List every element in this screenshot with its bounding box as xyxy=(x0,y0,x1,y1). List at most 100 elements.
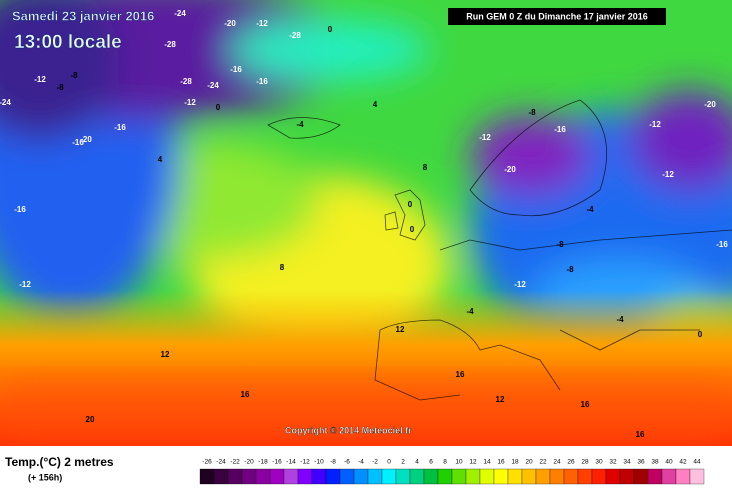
map-label: -20 xyxy=(80,135,92,144)
scale-swatch xyxy=(675,468,691,485)
map-label: -16 xyxy=(72,138,84,147)
scale-swatch xyxy=(661,468,677,485)
map-label: -8 xyxy=(56,83,64,92)
map-label: -20 xyxy=(504,165,516,174)
scale-swatch xyxy=(241,468,257,485)
scale-swatch xyxy=(563,468,579,485)
scale-swatch xyxy=(689,468,705,485)
scale-swatch xyxy=(437,468,453,485)
run-info: Run GEM 0 Z du Dimanche 17 janvier 2016 xyxy=(466,11,648,21)
scale-swatch xyxy=(619,468,635,485)
map-label: 16 xyxy=(241,390,250,399)
time-title: 13:00 locale xyxy=(14,32,122,53)
scale-tick-label: 20 xyxy=(525,459,533,466)
scale-swatch xyxy=(507,468,523,485)
map-label: -8 xyxy=(70,71,78,80)
scale-swatch xyxy=(465,468,481,485)
scale-swatch xyxy=(591,468,607,485)
map-label: -12 xyxy=(184,98,196,107)
scale-tick-label: 32 xyxy=(609,459,617,466)
scale-tick-label: 42 xyxy=(679,459,687,466)
scale-tick-label: 44 xyxy=(693,459,701,466)
scale-tick-label: 2 xyxy=(401,459,405,466)
scale-tick-label: -4 xyxy=(358,459,364,466)
scale-tick-label: 14 xyxy=(483,459,491,466)
color-scale: -26 -24 -22 -20 -18 -16 -14 -12 -10 -8 -6 -4 -2 0 2 4 6 8… xyxy=(199,459,705,485)
scale-swatch xyxy=(633,468,649,485)
legend-lead: (+ 156h) xyxy=(28,472,62,482)
scale-swatch xyxy=(521,468,537,485)
scale-tick-label: -26 xyxy=(202,459,212,466)
scale-tick-label: 12 xyxy=(469,459,477,466)
map-label: -8 xyxy=(556,240,564,249)
scale-swatch xyxy=(269,468,285,485)
scale-swatch xyxy=(605,468,621,485)
scale-tick-label: 36 xyxy=(637,459,645,466)
scale-tick-label: 0 xyxy=(387,459,391,466)
scale-tick-label: -16 xyxy=(272,459,282,466)
scale-swatch xyxy=(423,468,439,485)
scale-tick-label: 4 xyxy=(415,459,419,466)
map-label: 12 xyxy=(161,350,170,359)
scale-swatch xyxy=(339,468,355,485)
scale-swatch xyxy=(493,468,509,485)
legend-title: Temp.(°C) 2 metres xyxy=(5,455,114,469)
map-field xyxy=(0,0,732,446)
scale-tick-label: 28 xyxy=(581,459,589,466)
map-label: -24 xyxy=(207,81,219,90)
map-label: -24 xyxy=(174,9,186,18)
scale-swatch xyxy=(549,468,565,485)
scale-tick-label: 6 xyxy=(429,459,433,466)
map-label: 0 xyxy=(698,330,703,339)
date-title: Samedi 23 janvier 2016 xyxy=(12,8,154,23)
map-label: -16 xyxy=(14,205,26,214)
map-label: -16 xyxy=(716,240,728,249)
map-label: -4 xyxy=(296,120,304,129)
scale-swatch xyxy=(647,468,663,485)
scale-tick-label: 24 xyxy=(553,459,561,466)
scale-tick-label: 10 xyxy=(455,459,463,466)
map-label: 0 xyxy=(408,200,413,209)
map-label: 8 xyxy=(423,163,428,172)
scale-swatch xyxy=(325,468,341,485)
map-label: 0 xyxy=(410,225,415,234)
map-label: -24 xyxy=(0,98,11,107)
map-label: -12 xyxy=(662,170,674,179)
map-label: -12 xyxy=(256,19,268,28)
scale-tick-label: -22 xyxy=(230,459,240,466)
scale-swatch xyxy=(577,468,593,485)
scale-swatch xyxy=(381,468,397,485)
scale-tick-label: -10 xyxy=(314,459,324,466)
map-label: 20 xyxy=(86,415,95,424)
scale-swatch xyxy=(213,468,229,485)
scale-tick-label: 8 xyxy=(443,459,447,466)
map-label: 0 xyxy=(216,103,221,112)
map-label: 4 xyxy=(373,100,378,109)
map-label: -12 xyxy=(649,120,661,129)
scale-tick-label: -14 xyxy=(286,459,296,466)
map-label: -28 xyxy=(289,31,301,40)
map-label: -16 xyxy=(554,125,566,134)
map-label: -16 xyxy=(114,123,126,132)
scale-swatch xyxy=(395,468,411,485)
map-label: -16 xyxy=(230,65,242,74)
map-label: -28 xyxy=(164,40,176,49)
map-label: 8 xyxy=(280,263,285,272)
scale-swatch xyxy=(283,468,299,485)
map-label: -4 xyxy=(616,315,624,324)
scale-tick-label: 30 xyxy=(595,459,603,466)
map-label: 12 xyxy=(396,325,405,334)
map-label: -8 xyxy=(566,265,574,274)
scale-swatch xyxy=(199,468,215,485)
scale-swatch xyxy=(227,468,243,485)
map-label: 12 xyxy=(496,395,505,404)
scale-swatch xyxy=(297,468,313,485)
scale-tick-label: 34 xyxy=(623,459,631,466)
map-label: -12 xyxy=(514,280,526,289)
map-label: -8 xyxy=(528,108,536,117)
scale-tick-label: -2 xyxy=(372,459,378,466)
scale-tick-label: 40 xyxy=(665,459,673,466)
scale-swatch xyxy=(451,468,467,485)
scale-swatch xyxy=(409,468,425,485)
